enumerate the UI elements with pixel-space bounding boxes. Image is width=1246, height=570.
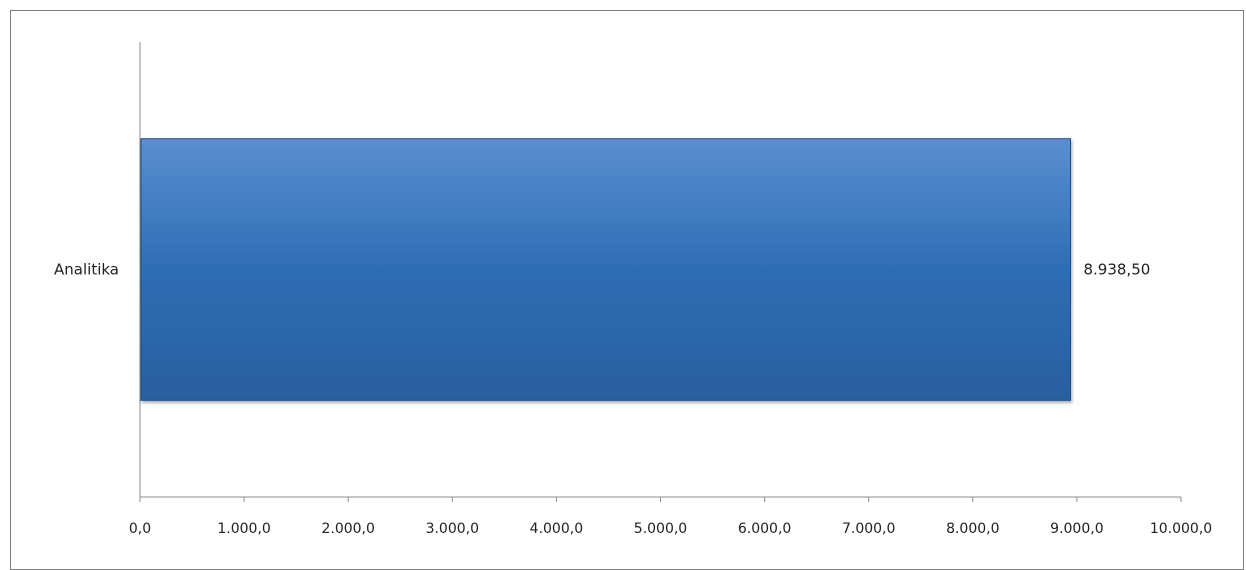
- data-label: 8.938,50: [1083, 261, 1150, 279]
- bar: [140, 138, 1071, 401]
- category-label: Analitika: [54, 261, 119, 279]
- x-tick-label: 7.000,0: [842, 521, 895, 537]
- x-tick-label: 5.000,0: [634, 521, 687, 537]
- x-tick-label: 1.000,0: [217, 521, 270, 537]
- x-tick-label: 3.000,0: [426, 521, 479, 537]
- x-tick-label: 8.000,0: [946, 521, 999, 537]
- bar-chart: 0,0 1.000,0 2.000,0 3.000,0 4.000,0 5.000,0 6.…: [54, 42, 1212, 537]
- x-tick-label: 9.000,0: [1050, 521, 1103, 537]
- x-tick-label: 6.000,0: [738, 521, 791, 537]
- x-tick-label: 2.000,0: [321, 521, 374, 537]
- x-tick-label: 0,0: [129, 521, 151, 537]
- x-tick-label: 10.000,0: [1150, 521, 1212, 537]
- x-tick-label: 4.000,0: [530, 521, 583, 537]
- plot-area: 0,0 1.000,0 2.000,0 3.000,0 4.000,0 5.000,0 6.…: [54, 42, 1212, 537]
